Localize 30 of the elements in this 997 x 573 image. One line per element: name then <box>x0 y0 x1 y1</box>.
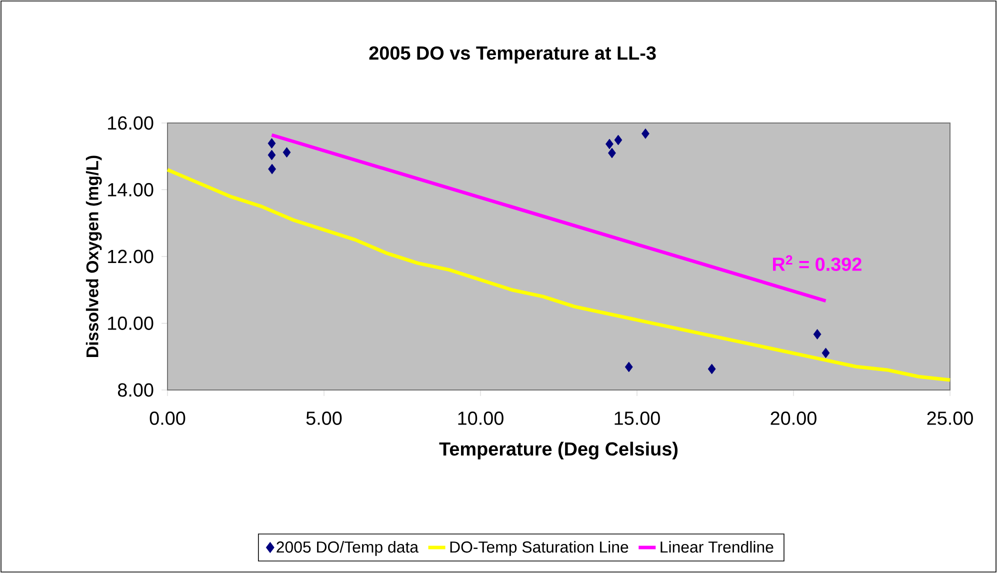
point <box>606 138 614 150</box>
legend-label: DO-Temp Saturation Line <box>450 540 628 556</box>
point <box>614 134 622 146</box>
point <box>813 329 822 340</box>
point <box>642 128 650 139</box>
point <box>268 150 276 160</box>
annotation: R$^{2}$ = 0.392 <box>773 255 862 272</box>
point <box>268 164 276 174</box>
point <box>708 364 716 374</box>
y-tick-label: 10.00 <box>108 316 154 330</box>
legend-label: Linear Trendline <box>660 540 774 553</box>
y-tick-label: 16.00 <box>108 116 154 130</box>
x-axis-title: Temperature (Deg Celsius) <box>439 442 678 460</box>
x-tick-label: 0.00 <box>150 412 186 425</box>
point <box>624 362 633 372</box>
x-tick-label: 25.00 <box>927 412 973 425</box>
y-tick-label: 12.00 <box>108 250 154 264</box>
chart-title: 2005 DO vs Temperature at LL-3 <box>369 46 656 64</box>
legend-label: 2005 DO/Temp data <box>276 540 419 556</box>
y-tick-label: 8.00 <box>118 383 154 397</box>
x-tick-label: 15.00 <box>614 412 660 425</box>
point <box>282 147 291 158</box>
x-tick-label: 5.00 <box>306 412 342 425</box>
x-tick-label: 20.00 <box>770 412 816 425</box>
y-axis-title: Dissolved Oxygen (mg/L) <box>86 156 102 357</box>
y-tick-label: 14.00 <box>108 183 154 196</box>
point <box>268 138 276 149</box>
x-tick-label: 10.00 <box>458 412 504 425</box>
point <box>608 148 616 158</box>
point <box>822 348 830 358</box>
